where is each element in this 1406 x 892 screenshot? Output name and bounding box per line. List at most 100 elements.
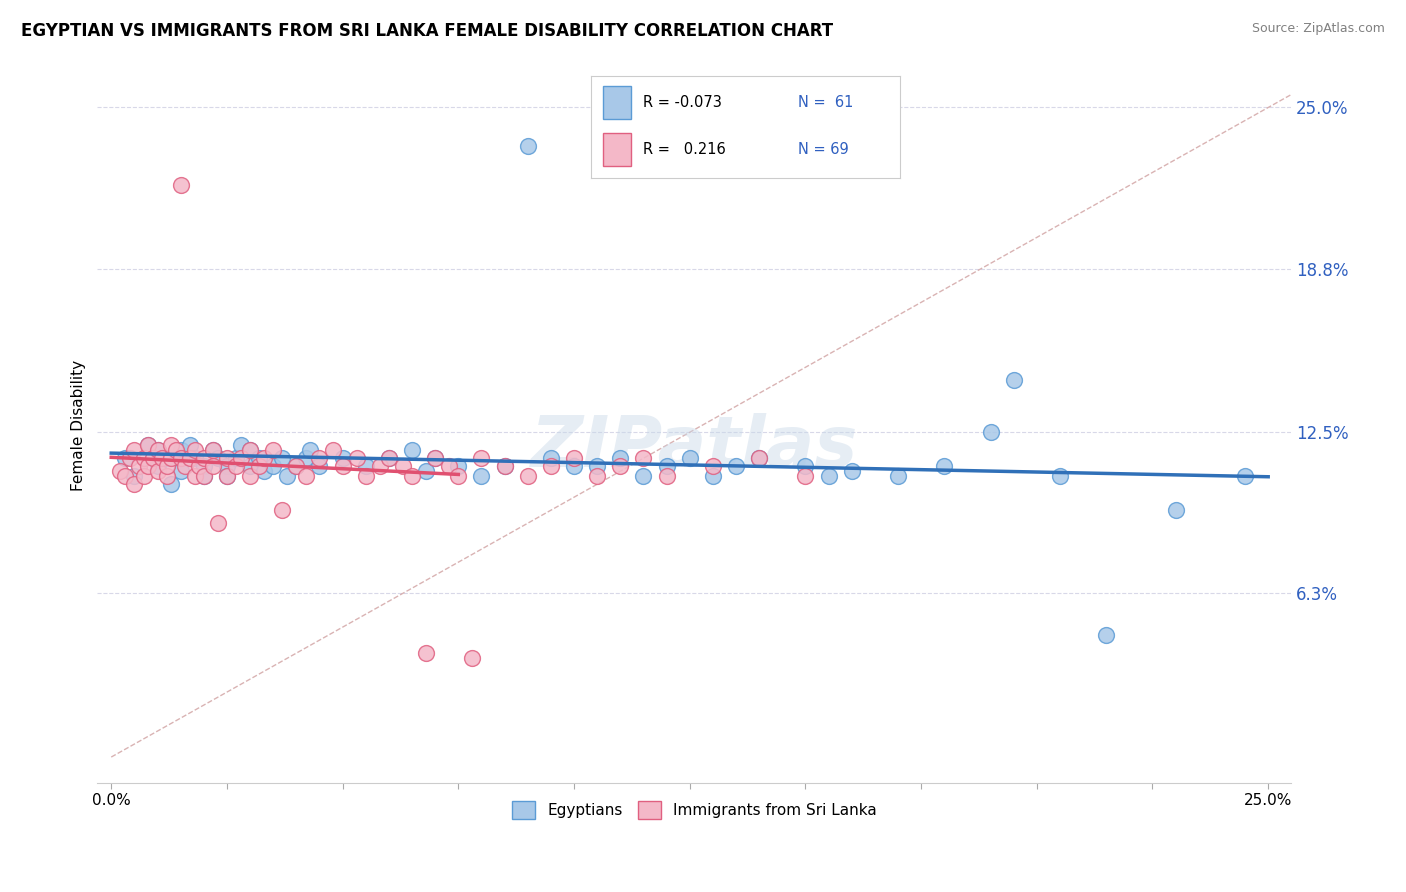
Point (193, 458, 215, 473)
Point (124, 477, 146, 491)
Point (378, 451, 401, 466)
Text: N = 69: N = 69 (797, 142, 848, 157)
Point (1164, 503, 1187, 517)
Point (229, 438, 252, 452)
Point (748, 451, 770, 466)
Point (609, 451, 631, 466)
Point (183, 451, 205, 466)
Point (136, 438, 159, 452)
Point (415, 646, 437, 660)
Point (633, 451, 655, 466)
Point (169, 443, 191, 458)
Point (183, 469, 205, 483)
Point (193, 451, 215, 466)
Point (979, 425, 1001, 440)
Point (146, 443, 169, 458)
Point (247, 458, 270, 473)
Point (794, 469, 817, 483)
Point (841, 464, 863, 478)
Point (748, 451, 770, 466)
Point (586, 469, 609, 483)
Point (516, 469, 538, 483)
Point (322, 443, 344, 458)
Point (378, 451, 401, 466)
Point (146, 464, 169, 478)
Point (202, 443, 225, 458)
Point (655, 469, 678, 483)
Point (128, 458, 150, 473)
Point (169, 451, 191, 466)
Point (354, 469, 377, 483)
Point (156, 458, 179, 473)
Point (586, 458, 609, 473)
Point (724, 458, 747, 473)
Point (124, 443, 146, 458)
Point (633, 469, 655, 483)
Point (169, 464, 191, 478)
Text: Source: ZipAtlas.com: Source: ZipAtlas.com (1251, 22, 1385, 36)
Point (294, 451, 316, 466)
Point (494, 458, 516, 473)
Point (114, 469, 136, 483)
Point (1234, 469, 1257, 483)
Point (215, 451, 238, 466)
Point (114, 451, 136, 466)
Point (188, 458, 211, 473)
Point (132, 451, 155, 466)
Text: N =  61: N = 61 (797, 95, 853, 110)
Point (202, 458, 225, 473)
Point (702, 469, 724, 483)
Point (562, 458, 585, 473)
Point (253, 451, 276, 466)
Point (207, 451, 229, 466)
Point (229, 451, 252, 466)
Point (150, 451, 173, 466)
Point (169, 178, 191, 193)
Point (179, 451, 201, 466)
Point (470, 451, 492, 466)
Point (271, 503, 294, 517)
Point (160, 438, 183, 452)
Point (702, 458, 724, 473)
Point (110, 464, 132, 478)
Point (562, 451, 585, 466)
Point (225, 451, 247, 466)
Point (346, 451, 368, 466)
Point (142, 451, 165, 466)
Point (401, 469, 423, 483)
Point (179, 438, 201, 452)
Point (215, 469, 238, 483)
Point (1002, 373, 1025, 387)
Bar (603, 87, 631, 119)
Point (160, 451, 183, 466)
Point (124, 469, 146, 483)
Point (132, 469, 155, 483)
Point (308, 451, 330, 466)
Y-axis label: Female Disability: Female Disability (72, 360, 86, 491)
Point (262, 458, 284, 473)
Point (609, 458, 631, 473)
Legend: Egyptians, Immigrants from Sri Lanka: Egyptians, Immigrants from Sri Lanka (506, 795, 883, 825)
Point (391, 458, 413, 473)
Text: R =   0.216: R = 0.216 (643, 142, 725, 157)
Point (165, 443, 187, 458)
Point (401, 443, 423, 458)
Text: ZIPatlas: ZIPatlas (530, 413, 858, 482)
Bar (603, 133, 631, 166)
Point (118, 451, 141, 466)
Point (415, 464, 437, 478)
Point (494, 458, 516, 473)
Point (285, 458, 308, 473)
Point (655, 458, 678, 473)
Point (679, 451, 702, 466)
Point (276, 469, 298, 483)
Point (368, 458, 391, 473)
Point (308, 458, 330, 473)
Point (354, 458, 377, 473)
Point (540, 458, 562, 473)
Point (332, 451, 354, 466)
Point (294, 469, 316, 483)
Point (461, 651, 484, 665)
Point (146, 443, 169, 458)
Point (540, 451, 562, 466)
